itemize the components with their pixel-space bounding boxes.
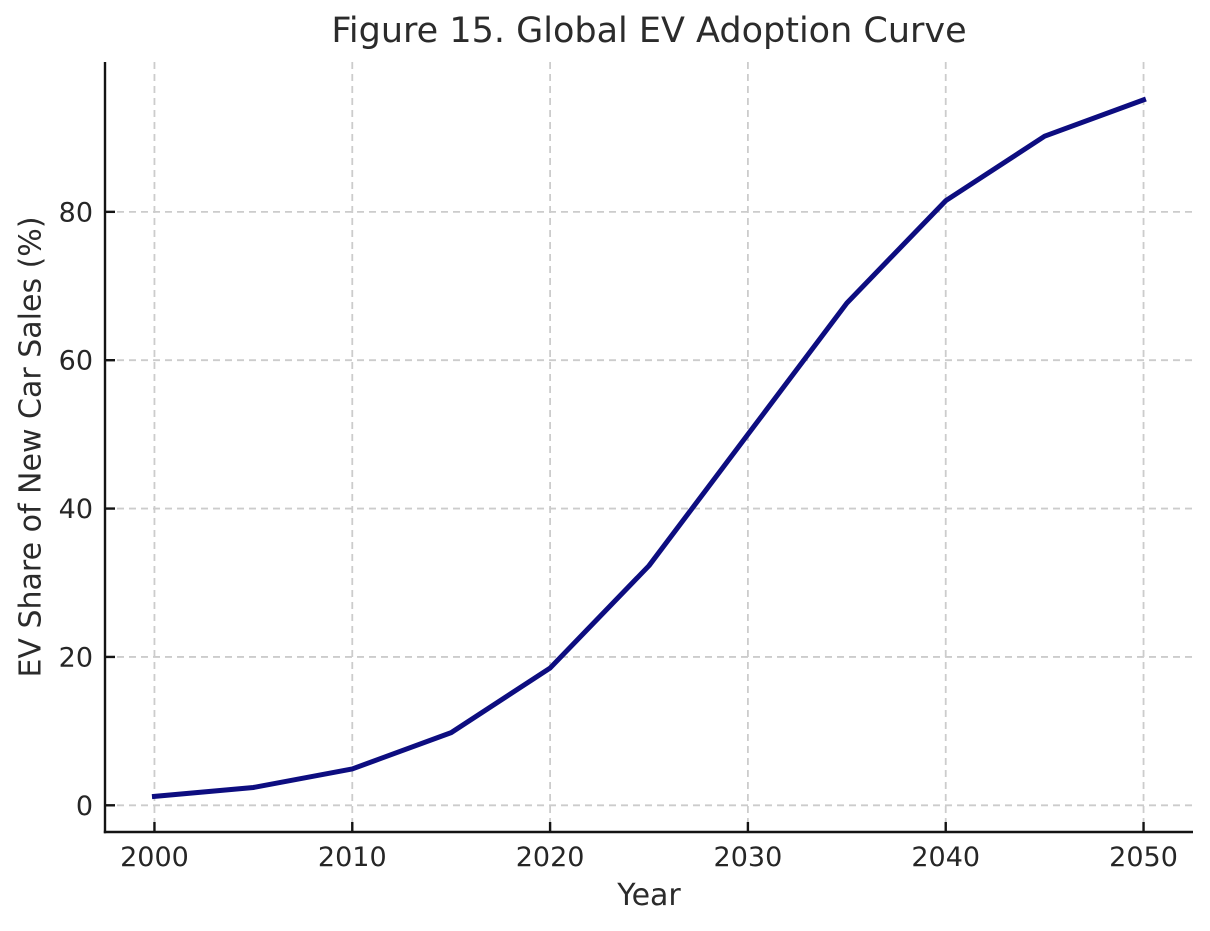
y-tick-label: 40 — [59, 494, 93, 525]
y-axis-label: EV Share of New Car Sales (%) — [13, 216, 49, 678]
series-line-ev-share-of-new-car-sales — [151, 96, 1147, 800]
x-tick-label: 2040 — [911, 842, 980, 873]
x-tick-label: 2020 — [516, 842, 585, 873]
y-tick-label: 60 — [59, 346, 93, 377]
y-tick-label: 0 — [76, 791, 93, 822]
x-tick-label: 2010 — [318, 842, 387, 873]
x-tick-label: 2030 — [714, 842, 783, 873]
x-tick-label: 2050 — [1109, 842, 1178, 873]
x-axis-label: Year — [617, 878, 681, 913]
y-tick-label: 80 — [59, 197, 93, 228]
y-tick-label: 20 — [59, 642, 93, 673]
x-tick-label: 2000 — [120, 842, 189, 873]
chart-title: Figure 15. Global EV Adoption Curve — [331, 11, 967, 51]
